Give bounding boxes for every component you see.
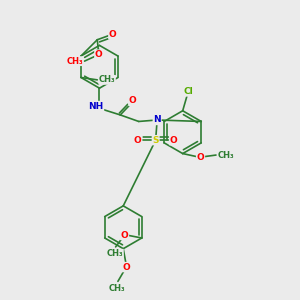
Text: Cl: Cl (183, 87, 193, 96)
Text: S: S (152, 136, 159, 145)
Text: O: O (197, 153, 204, 162)
Text: O: O (121, 230, 128, 239)
Text: O: O (129, 97, 136, 106)
Text: O: O (109, 30, 117, 39)
Text: O: O (134, 136, 142, 145)
Text: CH₃: CH₃ (66, 57, 83, 66)
Text: CH₃: CH₃ (109, 284, 126, 293)
Text: CH₃: CH₃ (99, 75, 116, 84)
Text: O: O (122, 262, 130, 272)
Text: O: O (95, 50, 103, 59)
Text: CH₃: CH₃ (107, 249, 123, 258)
Text: N: N (153, 116, 161, 124)
Text: NH: NH (88, 101, 103, 110)
Text: O: O (169, 136, 177, 145)
Text: CH₃: CH₃ (218, 151, 234, 160)
